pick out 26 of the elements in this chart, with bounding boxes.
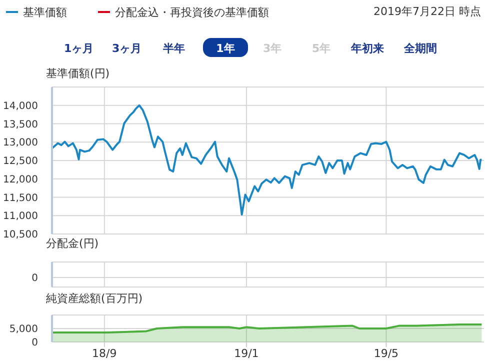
x-tick-label: 19/1 (234, 347, 259, 360)
y-tick-label: 13,000 (3, 138, 38, 149)
y-tick-label: 13,500 (3, 119, 38, 130)
x-tick-label: 18/9 (92, 347, 117, 360)
legend-label: 分配金込・再投資後の基準価額 (115, 6, 269, 19)
x-tick-label: 19/5 (374, 347, 399, 360)
chart-subtitle: 2019年7月22日 時点 (374, 5, 481, 18)
text: 3ヶ月 (112, 42, 142, 55)
line-series (51, 104, 483, 216)
y-tick-label: 12,500 (3, 156, 38, 167)
y-tick-label: 0 (32, 338, 38, 348)
text: 分配金(円) (46, 237, 99, 250)
y-tick-label: 11,500 (3, 192, 38, 204)
text: 1ヶ月 (64, 42, 94, 55)
y-tick-label: 14,000 (3, 100, 38, 112)
y-tick-label: 10,500 (3, 230, 38, 240)
y-axis-title: 純資産総額(百万円) (46, 292, 143, 305)
y-axis-title: 基準価額(円) (46, 67, 110, 80)
y-tick-label: 11,000 (3, 211, 38, 222)
text: 全期間 (403, 42, 437, 55)
y-tick-label: 12,000 (3, 174, 38, 186)
text: 年初来 (350, 42, 384, 55)
legend-label: 基準価額 (23, 6, 67, 19)
text: 1年 (216, 42, 235, 55)
text: 半年 (162, 42, 185, 55)
y-tick-label: 5,000 (9, 324, 38, 335)
